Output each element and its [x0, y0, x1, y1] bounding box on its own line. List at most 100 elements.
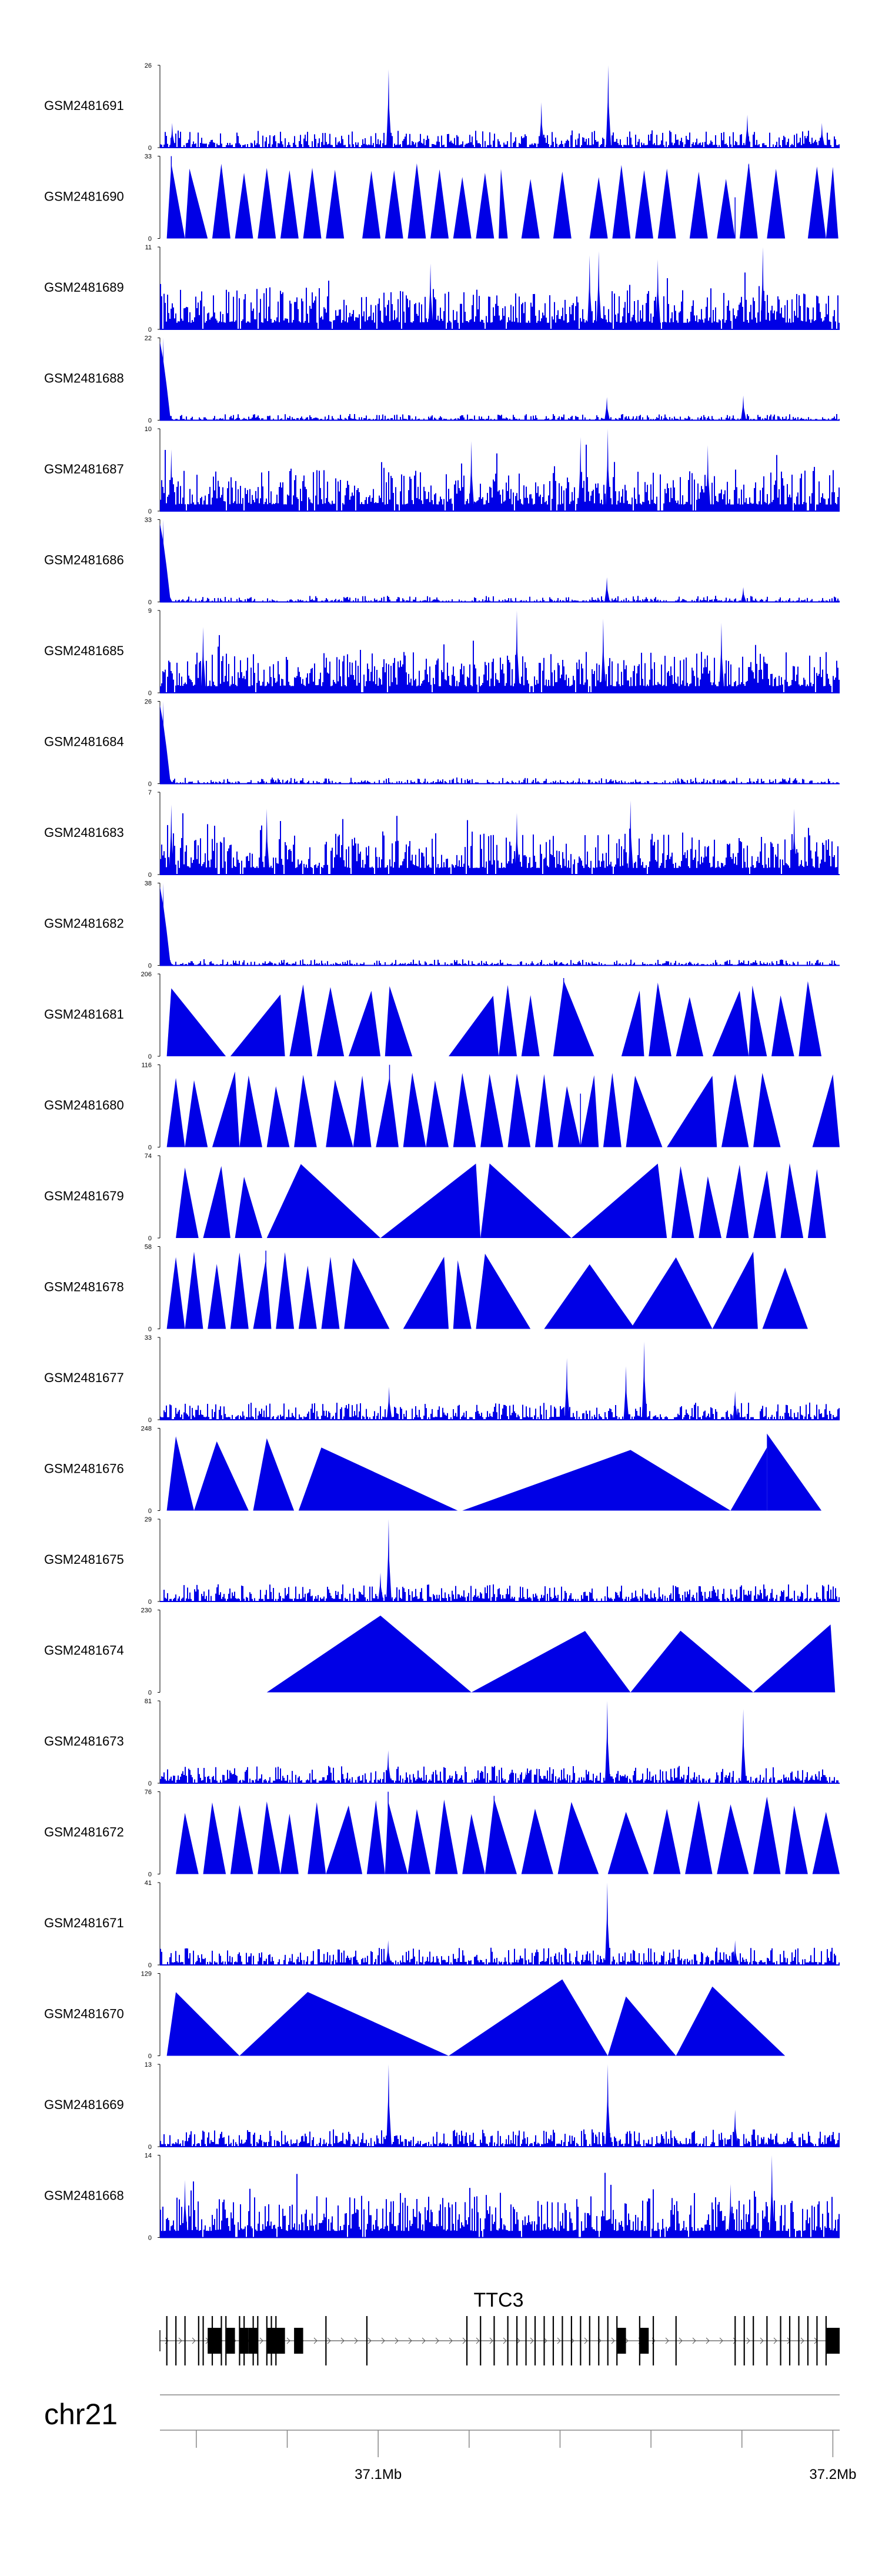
- track-label: GSM2481672: [44, 1825, 124, 1840]
- peak-spike: [655, 259, 661, 329]
- coverage-triangle: [449, 1979, 608, 2056]
- y-max-label: 76: [145, 1789, 152, 1796]
- track-GSM2481670: GSM2481670 129 0: [44, 1971, 786, 2060]
- track-label: GSM2481669: [44, 2097, 124, 2112]
- track-label: GSM2481674: [44, 1643, 124, 1658]
- coverage-triangle: [403, 1072, 426, 1147]
- coverage-triangle: [239, 1992, 449, 2056]
- coverage-area: [160, 445, 840, 511]
- track-GSM2481688: GSM2481688 22 0: [44, 335, 840, 425]
- exon: [589, 2316, 590, 2365]
- peak-spike: [745, 115, 751, 148]
- track-label: GSM2481680: [44, 1098, 124, 1113]
- y-max-label: 81: [145, 1698, 152, 1705]
- peak-spike: [386, 69, 392, 148]
- coverage-triangle: [499, 169, 508, 239]
- peak-spike: [600, 619, 606, 693]
- peak-spike: [386, 1387, 392, 1420]
- strand-arrow-icon: [192, 2337, 196, 2344]
- track-label: GSM2481679: [44, 1189, 124, 1203]
- coverage-triangle: [353, 1075, 372, 1147]
- coverage-triangle: [380, 1163, 481, 1238]
- exon: [607, 2316, 609, 2365]
- strand-arrow-icon: [340, 2337, 345, 2344]
- exon: [543, 2316, 545, 2365]
- strand-arrow-icon: [259, 2337, 263, 2344]
- coverage-triangle: [235, 1176, 262, 1238]
- exon-block: [826, 2328, 840, 2354]
- coverage-triangle: [212, 1071, 240, 1147]
- peak-spike: [514, 813, 520, 875]
- y-min-label: 0: [148, 1326, 152, 1333]
- strand-arrow-icon: [489, 2337, 493, 2344]
- strand-arrow-icon: [800, 2337, 804, 2344]
- exon: [743, 2316, 745, 2365]
- coverage-triangle: [449, 996, 499, 1056]
- y-max-label: 206: [141, 971, 152, 978]
- track-GSM2481678: GSM2481678 58 0: [44, 1244, 808, 1333]
- y-min-label: 0: [148, 326, 152, 333]
- peak-spike: [741, 587, 747, 602]
- coverage-area: [160, 272, 840, 329]
- coverage-triangle: [476, 172, 495, 239]
- coverage-triangle: [230, 995, 285, 1056]
- coverage-triangle: [407, 1809, 431, 1874]
- peak-spike: [719, 623, 724, 693]
- coverage-triangle: [753, 1624, 836, 1693]
- exon-block: [276, 2328, 285, 2354]
- y-min-label: 0: [148, 781, 152, 788]
- peak-spike: [587, 255, 593, 329]
- coverage-triangle: [308, 1802, 326, 1874]
- track-GSM2481677: GSM2481677 33 0: [44, 1334, 840, 1424]
- coverage-triangle: [767, 169, 786, 239]
- strand-arrow-icon: [368, 2337, 372, 2344]
- peak-spike: [378, 1573, 384, 1601]
- y-max-label: 230: [141, 1607, 152, 1614]
- exon: [525, 2316, 527, 2365]
- track-label: GSM2481668: [44, 2188, 124, 2203]
- coverage-triangle: [649, 982, 671, 1056]
- coverage-area: [160, 1947, 840, 1965]
- coverage-triangle: [298, 1266, 317, 1329]
- y-max-label: 26: [145, 62, 152, 69]
- peak-spike: [564, 1358, 570, 1420]
- exon: [166, 2316, 168, 2365]
- strand-arrow-icon: [679, 2337, 683, 2344]
- peak-spike: [169, 805, 175, 875]
- track-GSM2481673: GSM2481673 81 0: [44, 1698, 840, 1787]
- coverage-area: [160, 813, 840, 875]
- coverage-triangle: [807, 166, 826, 239]
- coverage-triangle: [753, 1170, 776, 1238]
- track-GSM2481671: GSM2481671 41 0: [44, 1880, 840, 1969]
- peak-spike: [523, 1771, 529, 1783]
- coverage-triangle: [321, 1256, 340, 1329]
- coverage-triangle: [203, 1166, 230, 1238]
- coverage-triangle: [685, 1800, 713, 1874]
- coverage-triangle: [607, 1996, 676, 2056]
- coverage-triangle: [812, 1074, 840, 1147]
- track-label: GSM2481690: [44, 189, 124, 204]
- track-label: GSM2481682: [44, 916, 124, 931]
- strand-arrow-icon: [773, 2337, 777, 2344]
- y-min-label: 0: [148, 1599, 152, 1606]
- coverage-triangle: [580, 1075, 599, 1147]
- track-label: GSM2481675: [44, 1552, 124, 1567]
- exon: [675, 2316, 677, 2365]
- chromosome-axis: chr21 37.1Mb 37.2Mb: [44, 2394, 856, 2482]
- peak-spike: [733, 2110, 739, 2147]
- peak-spike: [605, 2064, 611, 2147]
- coverage-triangle: [258, 168, 276, 239]
- exon: [534, 2316, 536, 2365]
- peak-spike: [386, 1750, 392, 1783]
- coverage-triangle: [753, 1796, 781, 1874]
- coverage-triangle: [712, 1252, 758, 1329]
- exon: [466, 2316, 468, 2365]
- coverage-triangle: [253, 1259, 272, 1329]
- peak-spike: [623, 1366, 629, 1420]
- coverage-triangle: [557, 1086, 581, 1147]
- peak-spike: [201, 627, 206, 693]
- coverage-triangle: [480, 1163, 572, 1238]
- y-max-label: 11: [145, 244, 152, 251]
- track-label: GSM2481683: [44, 825, 124, 840]
